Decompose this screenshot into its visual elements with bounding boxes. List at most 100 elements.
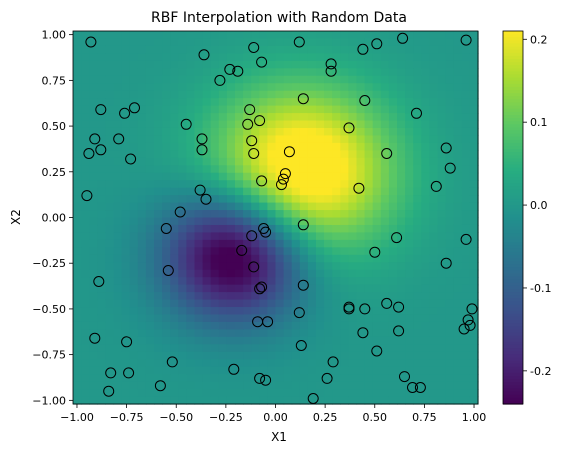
heatmap-cell [218,135,228,144]
heatmap-cell [469,105,479,114]
heatmap-cell [129,68,139,77]
heatmap-cell [348,314,358,323]
scatter-point [381,148,393,159]
heatmap-cell [364,389,374,398]
colorbar-segment [503,261,523,265]
heatmap-cell [397,292,406,301]
heatmap-cell [243,142,252,151]
heatmap-cell [453,314,463,323]
heatmap-cell [437,336,447,345]
heatmap-cell [218,374,228,383]
heatmap-cell [348,165,358,174]
scatter-point [246,230,258,242]
heatmap-cell [364,187,374,196]
heatmap-cell [299,53,309,62]
heatmap-cell [137,120,147,129]
heatmap-cell [186,127,196,137]
heatmap-cell [186,142,196,151]
heatmap-cell [81,135,90,144]
heatmap-cell [89,262,98,271]
heatmap-cell [372,150,382,159]
heatmap-cell [243,284,252,293]
heatmap-cell [129,329,139,338]
heatmap-cell [73,53,82,62]
scatter-point [232,65,244,77]
heatmap-cell [105,344,115,353]
heatmap-cell [97,38,106,47]
heatmap-cell [210,113,220,122]
heatmap-cell [437,224,447,234]
colorbar-segment [503,279,523,284]
heatmap-cell [194,232,204,241]
heatmap-cell [413,224,422,234]
colorbar-segment [503,37,523,41]
heatmap-cell [73,232,82,241]
heatmap-cell [251,396,260,405]
heatmap-cell [218,284,228,293]
heatmap-cell [81,336,90,345]
heatmap-cell [469,60,479,69]
heatmap-cell [129,202,139,211]
heatmap-cell [178,292,187,301]
heatmap-cell [194,329,204,338]
heatmap-cell [307,120,317,129]
heatmap-cell [202,45,212,54]
heatmap-cell [461,374,471,383]
heatmap-cell [316,359,325,368]
heatmap-cell [73,247,82,256]
heatmap-cell [348,142,358,151]
heatmap-cell [429,359,439,368]
scatter-point [369,246,381,258]
heatmap-cell [332,359,341,368]
heatmap-cell [97,180,106,189]
heatmap-cell [364,239,374,248]
heatmap-cell [437,269,447,278]
heatmap-cell [121,127,131,137]
heatmap-cell [162,217,171,226]
heatmap-cell [283,135,293,144]
heatmap-cell [170,269,179,278]
heatmap-cell [332,210,341,219]
heatmap-cell [469,284,479,293]
heatmap-cell [121,150,131,159]
heatmap-cell [275,262,285,271]
heatmap-cell [259,135,268,144]
heatmap-cell [267,307,277,316]
heatmap-cell [105,45,115,54]
heatmap-cell [397,366,406,375]
x-tick-label: −0.50 [159,411,193,424]
heatmap-cell [388,336,398,345]
heatmap-cell [218,292,228,301]
heatmap-cell [307,127,317,137]
heatmap-cell [364,292,374,301]
heatmap-cell [194,83,204,92]
heatmap-cell [251,224,260,234]
heatmap-cell [97,321,106,330]
heatmap-cell [405,217,414,226]
heatmap-cell [364,142,374,151]
heatmap-cell [421,210,430,219]
heatmap-cell [97,68,106,77]
heatmap-cell [186,180,196,189]
heatmap-cell [453,202,463,211]
heatmap-cell [218,314,228,323]
heatmap-cell [372,105,382,114]
heatmap-cell [299,45,309,54]
heatmap-cell [145,60,155,69]
heatmap-cell [178,210,187,219]
heatmap-cell [89,75,98,84]
heatmap-cell [251,329,260,338]
heatmap-cell [202,83,212,92]
heatmap-cell [405,187,414,196]
heatmap-cell [145,31,155,40]
heatmap-cell [453,157,463,166]
heatmap-cell [469,180,479,189]
heatmap-cell [162,127,171,137]
heatmap-cell [251,90,260,99]
heatmap-cell [397,180,406,189]
scatter-point [95,104,107,116]
heatmap-cell [453,366,463,375]
heatmap-cell [405,31,414,40]
heatmap-cell [324,68,333,77]
heatmap-cell [194,396,204,405]
